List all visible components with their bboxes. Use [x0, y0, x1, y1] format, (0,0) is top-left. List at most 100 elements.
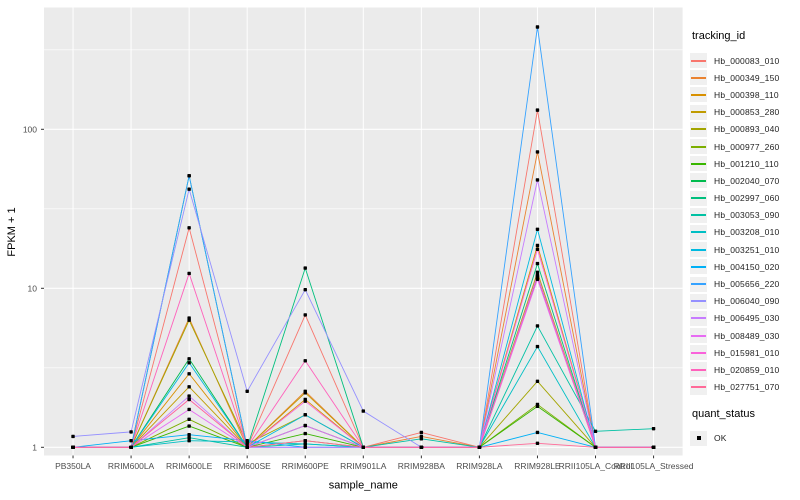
- legend-key-line-icon: [690, 379, 707, 395]
- legend-key-line-icon: [690, 121, 707, 137]
- data-point-marker: [535, 243, 540, 248]
- data-point-marker: [303, 287, 307, 292]
- data-point-marker: [187, 226, 191, 230]
- legend-key-line-icon: [690, 173, 707, 189]
- legend-key-line-icon: [690, 190, 707, 206]
- data-point-marker: [593, 429, 598, 434]
- legend-item: Hb_001210_110: [690, 155, 798, 172]
- legend-item: Hb_000893_040: [690, 121, 798, 138]
- y-axis-title: FPKM + 1: [6, 207, 18, 256]
- legend-item: Hb_027751_070: [690, 379, 798, 396]
- data-point-marker: [303, 439, 307, 443]
- y-tick-labels: 1 10 100: [23, 124, 37, 452]
- legend-key-line-icon: [690, 224, 707, 240]
- data-point-marker: [187, 435, 191, 440]
- data-point-marker: [303, 359, 307, 363]
- legend-item-label: Hb_000893_040: [714, 124, 780, 135]
- legend-key-line-icon: [690, 345, 707, 361]
- data-point-marker: [303, 423, 307, 428]
- legend-key-line-icon: [690, 70, 707, 86]
- data-point-marker: [187, 357, 191, 361]
- data-point-marker: [187, 361, 191, 365]
- data-point-marker: [535, 150, 540, 154]
- legend-key-line-icon: [690, 259, 707, 275]
- data-point-marker: [535, 108, 540, 112]
- data-point-marker: [361, 409, 365, 413]
- data-point-marker: [477, 445, 482, 449]
- data-point-marker: [593, 445, 598, 449]
- x-tick-label: RRII105LA_Stressed: [614, 461, 694, 471]
- data-point-marker: [303, 442, 307, 446]
- x-tick-label: RRIM928LA: [456, 461, 503, 471]
- data-point-marker: [187, 318, 191, 322]
- legend-item-label: Hb_003251_010: [714, 244, 780, 255]
- x-tick-label: RRII105LA_Control: [559, 461, 633, 471]
- data-point-marker: [187, 417, 191, 422]
- legend-key-line-icon: [690, 310, 707, 326]
- legend-item: Hb_008489_030: [690, 327, 798, 344]
- data-point-marker: [303, 399, 307, 403]
- x-tick-label: PB350LA: [55, 461, 91, 471]
- x-axis-title: sample_name: [329, 480, 398, 492]
- legend-key-line-icon: [690, 242, 707, 258]
- data-point-marker: [535, 324, 540, 328]
- legend-item-label: Hb_000853_280: [714, 107, 780, 118]
- data-point-marker: [71, 445, 75, 449]
- legend-key-line-icon: [690, 328, 707, 344]
- legend-items: Hb_000083_010 Hb_000349_150 Hb_000398_11…: [690, 52, 798, 396]
- legend-item-label: Hb_000398_110: [714, 89, 779, 100]
- y-tick-label: 1: [32, 442, 37, 452]
- x-tick-label: RRIM600SE: [224, 461, 272, 471]
- legend-item: Hb_003053_090: [690, 207, 798, 224]
- legend-key-line-icon: [690, 293, 707, 309]
- legend-item-label: Hb_003053_090: [714, 210, 780, 221]
- data-point-marker: [303, 431, 307, 436]
- data-point-marker: [71, 434, 75, 439]
- data-point-marker: [535, 261, 540, 266]
- data-point-marker: [245, 445, 249, 449]
- x-tick-label: RRIM928BA: [398, 461, 446, 471]
- data-point-marker: [303, 413, 307, 417]
- legend-key-line-icon: [690, 156, 707, 172]
- legend-key-line-icon: [690, 362, 707, 378]
- data-point-marker: [245, 439, 249, 443]
- data-point-marker: [303, 313, 307, 317]
- data-point-marker: [535, 441, 540, 445]
- data-point-marker: [361, 445, 365, 449]
- data-point-marker: [303, 391, 307, 395]
- y-tick-label: 100: [23, 124, 37, 134]
- legend-title-quant-status: quant_status: [692, 407, 755, 420]
- legend-item-label: Hb_001210_110: [714, 158, 779, 169]
- legend-item: Hb_000853_280: [690, 104, 798, 121]
- data-point-marker: [535, 430, 540, 435]
- legend-item-label: Hb_002997_060: [714, 193, 780, 204]
- data-point-marker: [187, 174, 191, 178]
- legend-item: Hb_003251_010: [690, 241, 798, 258]
- data-point-marker: [535, 270, 540, 275]
- legend-item-label: Hb_006495_030: [714, 313, 780, 324]
- legend-key-line-icon: [690, 87, 707, 103]
- x-tick-label: RRIM600PE: [282, 461, 330, 471]
- legend-item-label: Hb_000083_010: [714, 55, 780, 66]
- data-point-marker: [129, 445, 133, 449]
- legend-key-line-icon: [690, 276, 707, 292]
- data-point-marker: [535, 247, 540, 251]
- data-point-marker: [535, 344, 540, 349]
- data-point-marker: [419, 445, 424, 449]
- data-point-marker: [303, 445, 307, 449]
- legend-item: Hb_004150_020: [690, 258, 798, 275]
- legend-item-label: OK: [714, 433, 727, 444]
- data-point-marker: [129, 430, 133, 434]
- data-point-marker: [187, 407, 191, 412]
- legend-item: Hb_000398_110: [690, 86, 798, 103]
- data-point-marker: [129, 439, 133, 443]
- data-point-marker: [187, 424, 191, 428]
- data-point-marker: [303, 266, 307, 270]
- data-point-marker: [535, 379, 540, 384]
- legend-item-label: Hb_003208_010: [714, 227, 780, 238]
- legend-key-line-icon: [690, 207, 707, 223]
- x-tick-label: RRIM600LA: [108, 461, 155, 471]
- legend-item-label: Hb_008489_030: [714, 330, 780, 341]
